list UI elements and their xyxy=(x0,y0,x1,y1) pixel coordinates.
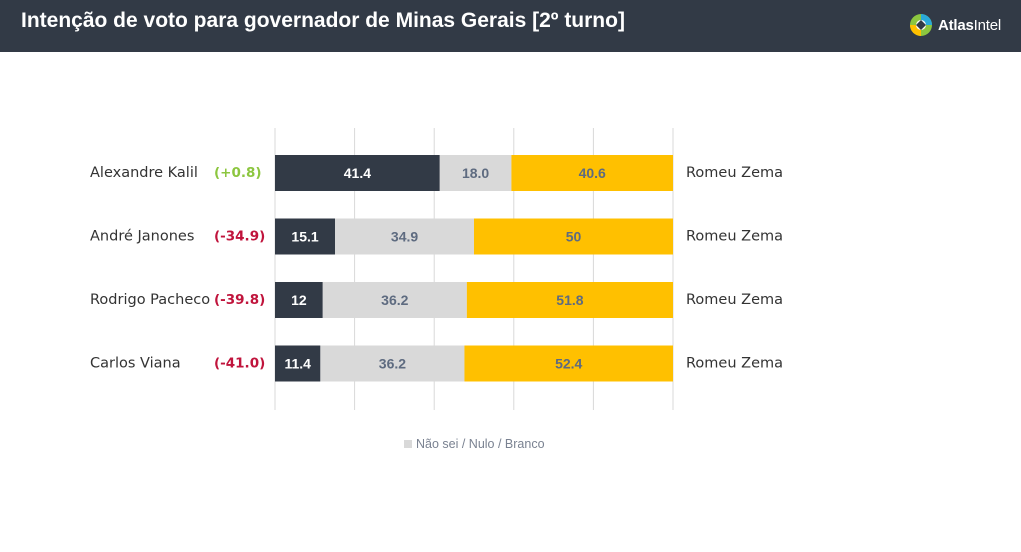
logo-text-light: Intel xyxy=(973,16,1002,34)
difference-label: (-39.8) xyxy=(214,292,265,308)
logo-text-strong: Atlas xyxy=(937,16,974,34)
candidate-name: André Janones xyxy=(90,229,194,245)
candidate-name: Alexandre Kalil xyxy=(90,165,198,181)
legend-swatch-undecided xyxy=(404,440,412,448)
candidate-name: Carlos Viana xyxy=(90,356,181,372)
legend-label-undecided: Não sei / Nulo / Branco xyxy=(416,437,545,451)
opponent-name: Romeu Zema xyxy=(686,229,783,245)
bar-opponent xyxy=(464,345,673,382)
data-label: 11.4 xyxy=(284,356,311,372)
bar-undecided xyxy=(320,345,465,382)
candidate-name: Rodrigo Pacheco xyxy=(90,292,210,308)
data-label: 50 xyxy=(566,229,582,245)
difference-label: (-34.9) xyxy=(214,229,265,245)
bar-candidate xyxy=(275,218,336,255)
header-bar: Intenção de voto para governador de Mina… xyxy=(0,0,1021,52)
opponent-name: Romeu Zema xyxy=(686,165,783,181)
bar-opponent xyxy=(474,218,673,255)
atlasintel-logo: AtlasIntel xyxy=(909,12,1001,38)
data-label: 36.2 xyxy=(381,292,408,308)
bar-opponent xyxy=(511,155,673,191)
bar-candidate xyxy=(275,345,321,382)
data-label: 12 xyxy=(291,292,307,308)
logo-text: AtlasIntel xyxy=(938,17,1001,34)
chart-legend: Não sei / Nulo / Branco xyxy=(404,437,545,451)
bar-opponent xyxy=(466,282,673,318)
bar-undecided xyxy=(335,218,474,255)
data-label: 41.4 xyxy=(344,165,371,181)
data-label: 15.1 xyxy=(291,229,318,245)
stacked-bar-chart: Alexandre Kalil (+0.8) 41.4 18.0 40.6 Romeu Z… xyxy=(90,128,783,410)
bar-candidate xyxy=(275,282,323,318)
data-label: 36.2 xyxy=(379,356,406,372)
bar-undecided xyxy=(439,155,512,191)
difference-label: (-41.0) xyxy=(214,356,265,372)
page-title: Intenção de voto para governador de Mina… xyxy=(21,9,625,32)
opponent-name: Romeu Zema xyxy=(686,356,783,372)
bar-undecided xyxy=(322,282,467,318)
atlasintel-logo-icon xyxy=(909,14,932,36)
difference-label: (+0.8) xyxy=(214,165,262,181)
data-label: 51.8 xyxy=(556,292,583,308)
data-label: 40.6 xyxy=(579,165,606,181)
data-label: 18.0 xyxy=(462,165,489,181)
bar-candidate xyxy=(275,155,440,191)
data-label: 34.9 xyxy=(391,229,418,245)
opponent-name: Romeu Zema xyxy=(686,292,783,308)
data-label: 52.4 xyxy=(555,356,582,372)
